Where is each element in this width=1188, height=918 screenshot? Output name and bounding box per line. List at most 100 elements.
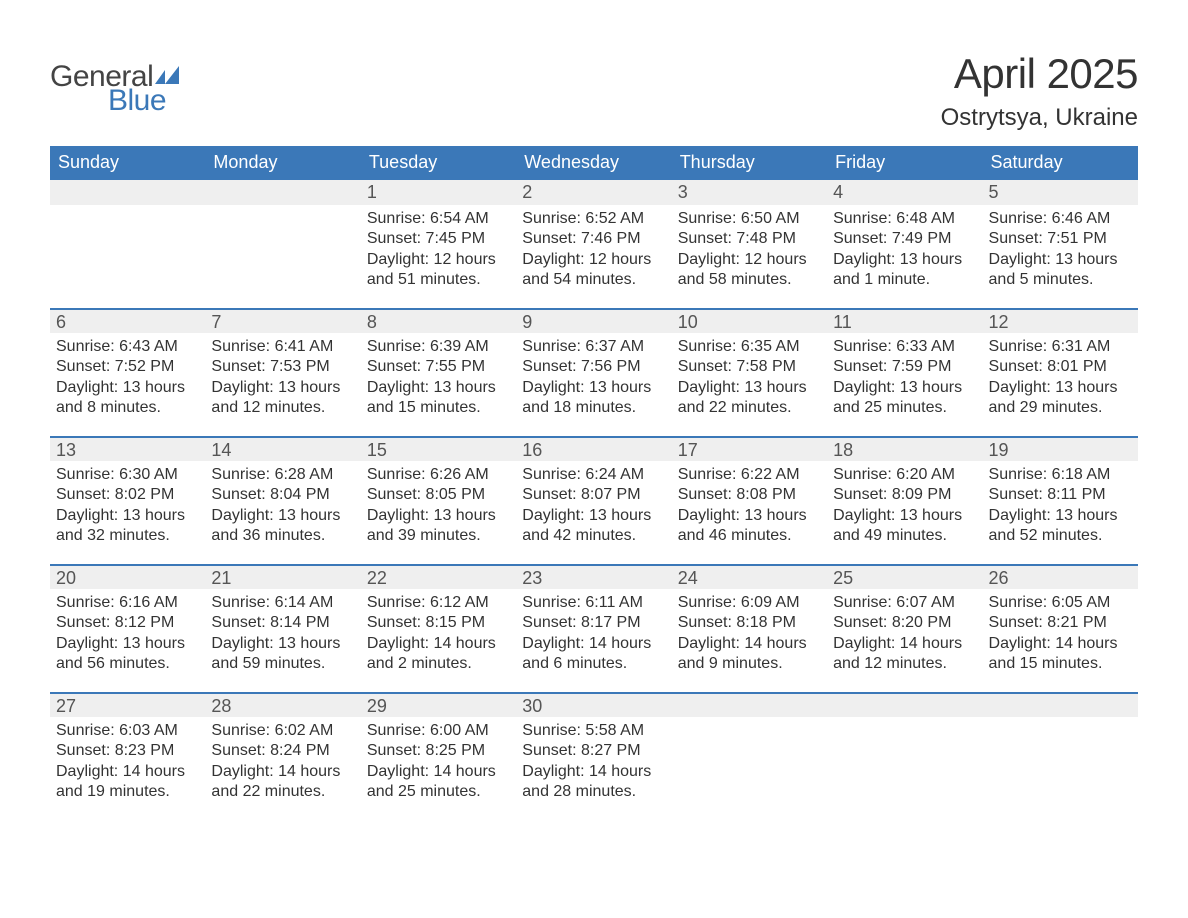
sunset-text: Sunset: 7:59 PM — [833, 357, 976, 377]
day-body: Sunrise: 6:52 AMSunset: 7:46 PMDaylight:… — [516, 205, 671, 303]
day-number: 15 — [361, 436, 516, 461]
day-body: Sunrise: 6:46 AMSunset: 7:51 PMDaylight:… — [983, 205, 1138, 303]
day-body: Sunrise: 6:07 AMSunset: 8:20 PMDaylight:… — [827, 589, 982, 687]
daylight-text: Daylight: 13 hours and 8 minutes. — [56, 378, 199, 419]
day-body: Sunrise: 6:26 AMSunset: 8:05 PMDaylight:… — [361, 461, 516, 559]
daylight-text: Daylight: 14 hours and 25 minutes. — [367, 762, 510, 803]
calendar: Sunday Monday Tuesday Wednesday Thursday… — [50, 146, 1138, 820]
month-title: April 2025 — [941, 50, 1138, 98]
sunrise-text: Sunrise: 6:26 AM — [367, 465, 510, 485]
daylight-text: Daylight: 14 hours and 22 minutes. — [211, 762, 354, 803]
sunrise-text: Sunrise: 6:14 AM — [211, 593, 354, 613]
sunset-text: Sunset: 8:01 PM — [989, 357, 1132, 377]
day-body — [672, 717, 827, 733]
day-body: Sunrise: 6:02 AMSunset: 8:24 PMDaylight:… — [205, 717, 360, 815]
day-number: 26 — [983, 564, 1138, 589]
day-body: Sunrise: 6:03 AMSunset: 8:23 PMDaylight:… — [50, 717, 205, 815]
sunrise-text: Sunrise: 6:52 AM — [522, 209, 665, 229]
location-label: Ostrytsya, Ukraine — [941, 104, 1138, 132]
day-number: 10 — [672, 308, 827, 333]
day-number: 12 — [983, 308, 1138, 333]
day-body: Sunrise: 6:24 AMSunset: 8:07 PMDaylight:… — [516, 461, 671, 559]
daylight-text: Daylight: 12 hours and 54 minutes. — [522, 250, 665, 291]
day-body: Sunrise: 6:35 AMSunset: 7:58 PMDaylight:… — [672, 333, 827, 431]
sunset-text: Sunset: 7:48 PM — [678, 229, 821, 249]
day-body: Sunrise: 6:31 AMSunset: 8:01 PMDaylight:… — [983, 333, 1138, 431]
day-body: Sunrise: 6:50 AMSunset: 7:48 PMDaylight:… — [672, 205, 827, 303]
day-cell: 28Sunrise: 6:02 AMSunset: 8:24 PMDayligh… — [205, 692, 360, 820]
day-cell: 27Sunrise: 6:03 AMSunset: 8:23 PMDayligh… — [50, 692, 205, 820]
day-cell: 13Sunrise: 6:30 AMSunset: 8:02 PMDayligh… — [50, 436, 205, 564]
sunrise-text: Sunrise: 6:33 AM — [833, 337, 976, 357]
day-cell: 15Sunrise: 6:26 AMSunset: 8:05 PMDayligh… — [361, 436, 516, 564]
daylight-text: Daylight: 13 hours and 15 minutes. — [367, 378, 510, 419]
day-cell: 9Sunrise: 6:37 AMSunset: 7:56 PMDaylight… — [516, 308, 671, 436]
daylight-text: Daylight: 13 hours and 56 minutes. — [56, 634, 199, 675]
sunrise-text: Sunrise: 6:35 AM — [678, 337, 821, 357]
day-cell: 18Sunrise: 6:20 AMSunset: 8:09 PMDayligh… — [827, 436, 982, 564]
day-number — [205, 180, 360, 205]
daylight-text: Daylight: 12 hours and 58 minutes. — [678, 250, 821, 291]
dow-friday: Friday — [827, 146, 982, 180]
day-cell — [827, 692, 982, 820]
day-cell: 20Sunrise: 6:16 AMSunset: 8:12 PMDayligh… — [50, 564, 205, 692]
sunset-text: Sunset: 8:09 PM — [833, 485, 976, 505]
sunset-text: Sunset: 8:02 PM — [56, 485, 199, 505]
day-cell: 8Sunrise: 6:39 AMSunset: 7:55 PMDaylight… — [361, 308, 516, 436]
sunrise-text: Sunrise: 5:58 AM — [522, 721, 665, 741]
day-cell — [205, 180, 360, 308]
sunset-text: Sunset: 7:53 PM — [211, 357, 354, 377]
sunset-text: Sunset: 8:21 PM — [989, 613, 1132, 633]
sunrise-text: Sunrise: 6:00 AM — [367, 721, 510, 741]
dow-saturday: Saturday — [983, 146, 1138, 180]
sunset-text: Sunset: 8:25 PM — [367, 741, 510, 761]
day-number: 13 — [50, 436, 205, 461]
daylight-text: Daylight: 13 hours and 22 minutes. — [678, 378, 821, 419]
daylight-text: Daylight: 14 hours and 28 minutes. — [522, 762, 665, 803]
dow-monday: Monday — [205, 146, 360, 180]
day-body: Sunrise: 5:58 AMSunset: 8:27 PMDaylight:… — [516, 717, 671, 815]
sunset-text: Sunset: 8:05 PM — [367, 485, 510, 505]
day-cell: 10Sunrise: 6:35 AMSunset: 7:58 PMDayligh… — [672, 308, 827, 436]
daylight-text: Daylight: 13 hours and 36 minutes. — [211, 506, 354, 547]
sunrise-text: Sunrise: 6:12 AM — [367, 593, 510, 613]
daylight-text: Daylight: 14 hours and 12 minutes. — [833, 634, 976, 675]
day-number: 17 — [672, 436, 827, 461]
day-cell — [672, 692, 827, 820]
dow-thursday: Thursday — [672, 146, 827, 180]
sunset-text: Sunset: 7:56 PM — [522, 357, 665, 377]
logo-word-blue: Blue — [108, 84, 185, 118]
daylight-text: Daylight: 13 hours and 29 minutes. — [989, 378, 1132, 419]
day-body: Sunrise: 6:12 AMSunset: 8:15 PMDaylight:… — [361, 589, 516, 687]
day-cell: 17Sunrise: 6:22 AMSunset: 8:08 PMDayligh… — [672, 436, 827, 564]
sunset-text: Sunset: 8:20 PM — [833, 613, 976, 633]
week-row: 13Sunrise: 6:30 AMSunset: 8:02 PMDayligh… — [50, 436, 1138, 564]
sunrise-text: Sunrise: 6:46 AM — [989, 209, 1132, 229]
day-number: 27 — [50, 692, 205, 717]
daylight-text: Daylight: 12 hours and 51 minutes. — [367, 250, 510, 291]
daylight-text: Daylight: 14 hours and 19 minutes. — [56, 762, 199, 803]
day-cell: 7Sunrise: 6:41 AMSunset: 7:53 PMDaylight… — [205, 308, 360, 436]
day-number: 2 — [516, 180, 671, 205]
sunrise-text: Sunrise: 6:11 AM — [522, 593, 665, 613]
daylight-text: Daylight: 13 hours and 5 minutes. — [989, 250, 1132, 291]
day-cell: 30Sunrise: 5:58 AMSunset: 8:27 PMDayligh… — [516, 692, 671, 820]
page-header: General Blue April 2025 Ostrytsya, Ukrai… — [50, 50, 1138, 132]
day-number: 6 — [50, 308, 205, 333]
sunrise-text: Sunrise: 6:41 AM — [211, 337, 354, 357]
sunset-text: Sunset: 8:08 PM — [678, 485, 821, 505]
sunset-text: Sunset: 8:15 PM — [367, 613, 510, 633]
day-body: Sunrise: 6:37 AMSunset: 7:56 PMDaylight:… — [516, 333, 671, 431]
day-cell: 19Sunrise: 6:18 AMSunset: 8:11 PMDayligh… — [983, 436, 1138, 564]
sunrise-text: Sunrise: 6:05 AM — [989, 593, 1132, 613]
day-number — [672, 692, 827, 717]
day-cell: 29Sunrise: 6:00 AMSunset: 8:25 PMDayligh… — [361, 692, 516, 820]
daylight-text: Daylight: 14 hours and 9 minutes. — [678, 634, 821, 675]
sunset-text: Sunset: 8:18 PM — [678, 613, 821, 633]
day-cell: 11Sunrise: 6:33 AMSunset: 7:59 PMDayligh… — [827, 308, 982, 436]
day-cell: 2Sunrise: 6:52 AMSunset: 7:46 PMDaylight… — [516, 180, 671, 308]
sunset-text: Sunset: 8:14 PM — [211, 613, 354, 633]
daylight-text: Daylight: 14 hours and 2 minutes. — [367, 634, 510, 675]
sunset-text: Sunset: 7:49 PM — [833, 229, 976, 249]
day-cell: 3Sunrise: 6:50 AMSunset: 7:48 PMDaylight… — [672, 180, 827, 308]
